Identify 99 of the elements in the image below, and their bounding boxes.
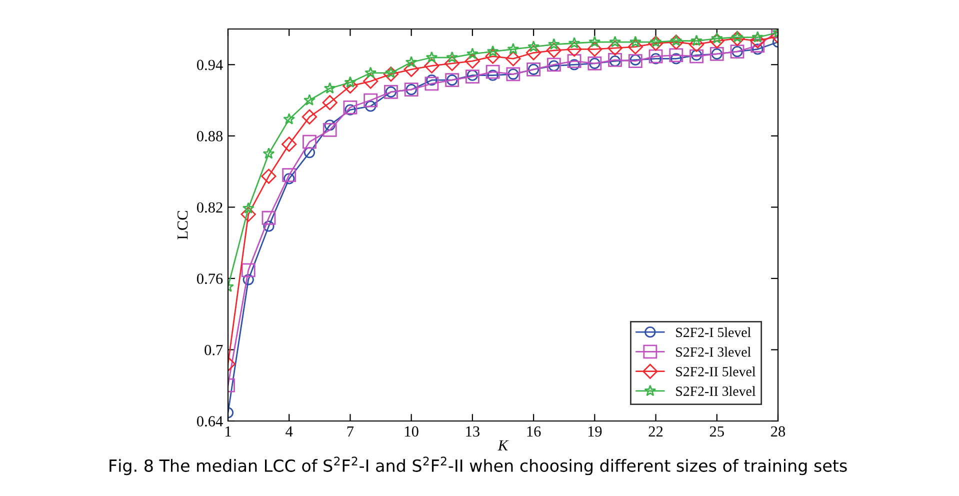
point bbox=[487, 70, 498, 81]
point bbox=[426, 51, 438, 63]
point bbox=[302, 134, 316, 149]
point bbox=[546, 42, 562, 58]
point bbox=[609, 56, 621, 67]
point bbox=[242, 274, 254, 286]
point bbox=[261, 168, 276, 184]
point bbox=[548, 60, 560, 72]
x-axis-title: K bbox=[498, 440, 509, 450]
point bbox=[670, 53, 682, 64]
point bbox=[424, 76, 439, 91]
point bbox=[365, 100, 376, 112]
point bbox=[669, 48, 684, 62]
point bbox=[262, 210, 276, 225]
point bbox=[607, 40, 623, 56]
y-tick-label: 0.7 bbox=[204, 344, 223, 356]
point bbox=[304, 146, 316, 158]
point bbox=[690, 50, 702, 61]
y-tick-label: 0.94 bbox=[196, 60, 223, 70]
y-tick-label: 0.64 bbox=[196, 416, 223, 427]
point bbox=[690, 49, 704, 64]
x-tick-label: 1 bbox=[226, 426, 231, 436]
point bbox=[405, 56, 418, 68]
point bbox=[485, 48, 500, 64]
point bbox=[262, 147, 275, 159]
point bbox=[587, 42, 602, 57]
point bbox=[263, 220, 274, 232]
point bbox=[404, 62, 419, 77]
point bbox=[342, 78, 358, 94]
point bbox=[526, 45, 542, 60]
point bbox=[304, 94, 316, 106]
point bbox=[282, 168, 296, 182]
x-tick-label: 7 bbox=[347, 426, 354, 436]
point bbox=[548, 38, 560, 50]
point bbox=[566, 42, 582, 57]
legend-label: S2F2-II 3level bbox=[676, 386, 756, 396]
point bbox=[324, 120, 336, 131]
point bbox=[302, 109, 318, 124]
x-tick-label: 4 bbox=[286, 426, 293, 436]
point bbox=[609, 36, 622, 48]
point bbox=[752, 44, 764, 55]
point bbox=[383, 66, 399, 82]
x-tick-label: 25 bbox=[710, 426, 724, 437]
point bbox=[284, 173, 295, 184]
point bbox=[507, 42, 520, 54]
point bbox=[426, 74, 438, 86]
point bbox=[283, 113, 296, 124]
point bbox=[363, 74, 378, 89]
y-tick-label: 0.76 bbox=[196, 274, 223, 284]
point bbox=[242, 202, 254, 214]
point bbox=[282, 136, 297, 152]
point bbox=[648, 36, 664, 51]
point bbox=[364, 93, 378, 108]
point bbox=[730, 30, 745, 46]
point bbox=[446, 51, 458, 63]
point bbox=[466, 70, 478, 81]
point bbox=[688, 36, 704, 52]
point bbox=[568, 59, 580, 70]
point bbox=[506, 51, 521, 66]
point bbox=[648, 49, 663, 64]
point bbox=[567, 54, 582, 68]
point bbox=[630, 54, 641, 66]
point bbox=[343, 100, 358, 114]
point bbox=[344, 104, 356, 116]
x-tick-label: 10 bbox=[405, 426, 418, 437]
legend-label: S2F2-I 5level bbox=[676, 327, 751, 338]
point bbox=[750, 38, 765, 53]
point bbox=[608, 52, 622, 67]
point bbox=[464, 54, 480, 69]
point bbox=[322, 123, 337, 137]
point bbox=[628, 54, 642, 68]
legend-label: S2F2-I 3level bbox=[676, 346, 751, 357]
point bbox=[486, 64, 500, 79]
point bbox=[324, 82, 336, 94]
point bbox=[546, 58, 561, 72]
point bbox=[364, 66, 377, 78]
point bbox=[628, 39, 643, 54]
x-tick-label: 22 bbox=[648, 426, 663, 436]
point bbox=[240, 206, 256, 222]
point bbox=[709, 33, 724, 48]
point bbox=[750, 33, 766, 48]
y-axis-title: LCC bbox=[177, 210, 188, 240]
point bbox=[588, 36, 601, 48]
point bbox=[668, 34, 684, 50]
point bbox=[241, 263, 256, 278]
x-tick-label: 28 bbox=[771, 426, 786, 437]
point bbox=[466, 70, 480, 84]
text: Fig. 8 The median LCC of S$^{2}$F$^{2}$-I and S$^{2}$F$^{2}$-II when choosing different sizes of training sets bbox=[110, 456, 847, 476]
x-tick-label: 16 bbox=[527, 426, 541, 437]
x-tick-label: 13 bbox=[466, 426, 480, 437]
point bbox=[322, 95, 338, 110]
y-tick-label: 0.82 bbox=[196, 202, 222, 213]
point bbox=[424, 58, 440, 74]
point bbox=[466, 48, 478, 60]
legend-label: S2F2-II 5level bbox=[676, 366, 756, 376]
y-tick-label: 0.88 bbox=[196, 131, 223, 142]
point bbox=[444, 56, 460, 72]
point bbox=[650, 53, 662, 64]
x-tick-label: 19 bbox=[588, 426, 602, 437]
